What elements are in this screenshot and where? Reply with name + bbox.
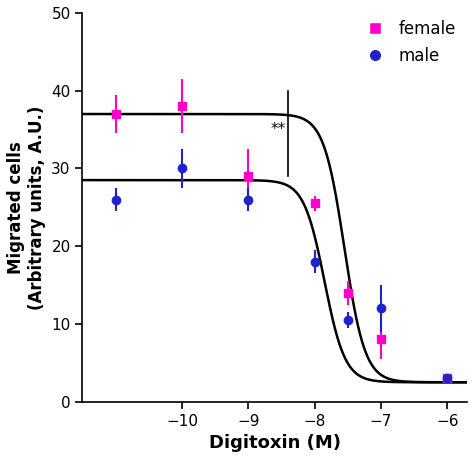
Y-axis label: Migrated cells
(Arbitrary units, A.U.): Migrated cells (Arbitrary units, A.U.) [7,105,46,309]
X-axis label: Digitoxin (M): Digitoxin (M) [209,434,341,452]
Text: **: ** [271,122,286,137]
Legend: female, male: female, male [352,13,463,71]
